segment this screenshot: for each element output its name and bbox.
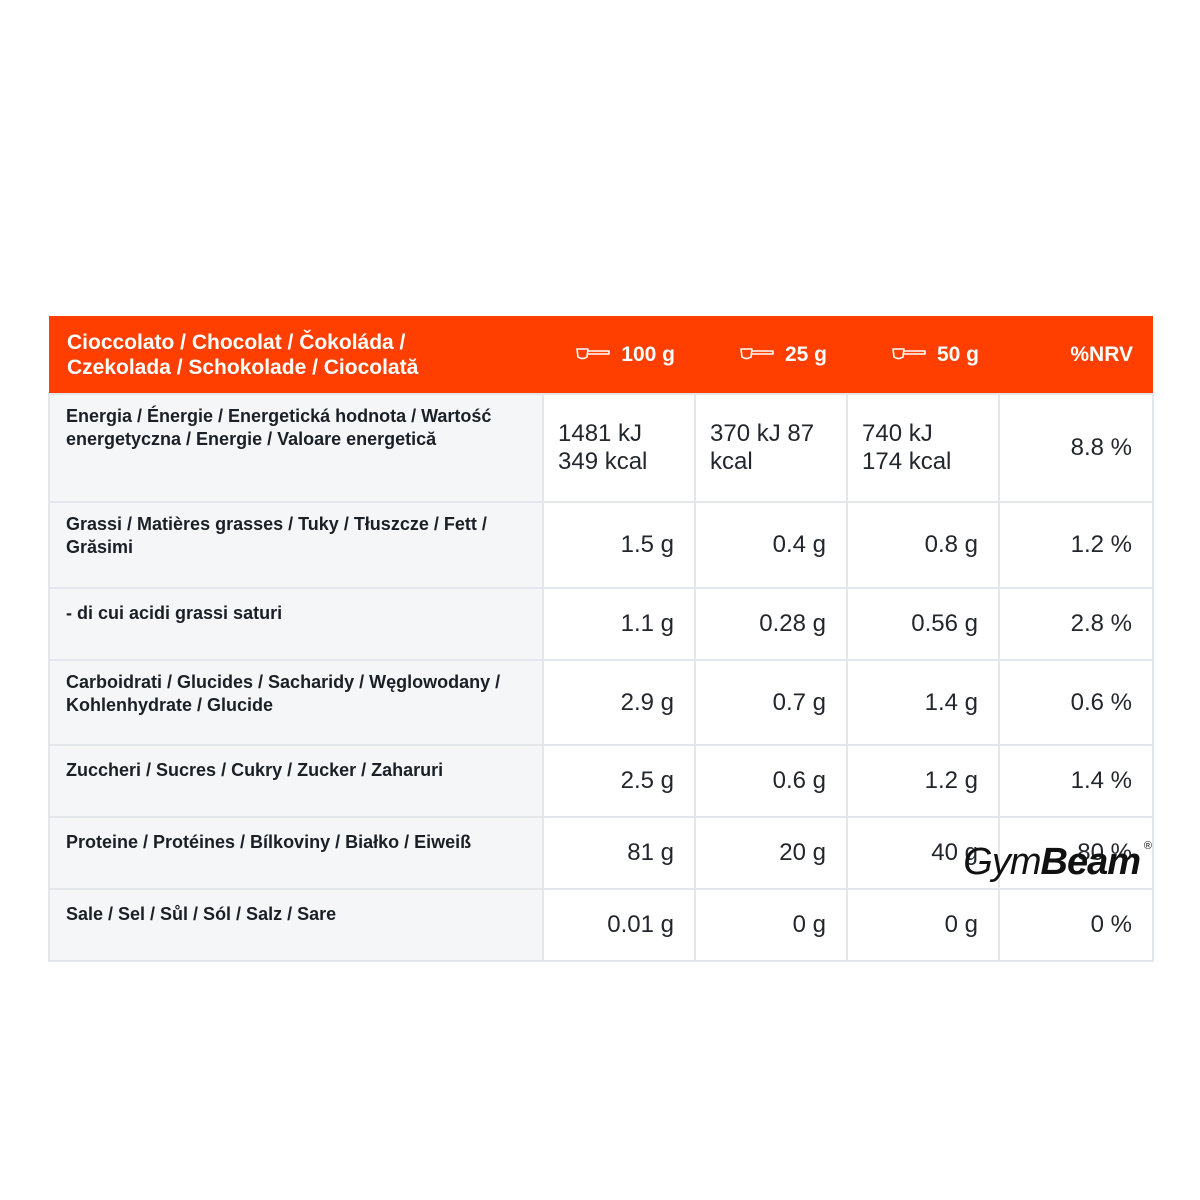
brand-name-light: Gym [963,841,1041,883]
table-header-row: Cioccolato / Chocolat / Čokoláda / Czeko… [49,316,1153,394]
value-25g: 0.28 g [694,587,848,661]
brand-wordmark: GymBeam [963,840,1141,884]
value-nrv: 80 % [998,816,1154,890]
header-25g-label: 25 g [784,342,827,366]
header-50g-label: 50 g [936,342,979,366]
value-nrv: 0.6 % [998,659,1154,746]
value-50g: 0.8 g [846,501,1000,589]
value-100g: 1.5 g [542,501,696,589]
value-nrv: 1.4 % [998,744,1154,818]
value-50g: 40 g [846,816,1000,890]
nutrient-name: Energia / Énergie / Energetická hodnota … [48,393,544,503]
nutrient-name: Sale / Sel / Sůl / Sól / Salz / Sare [48,888,544,962]
value-100g: 81 g [542,816,696,890]
value-25g: 0.7 g [694,659,848,746]
scoop-icon [892,348,926,360]
value-100g: 1.1 g [542,587,696,661]
flavor-line-1: Cioccolato / Chocolat / Čokoláda / [67,330,406,354]
brand-logo: GymBeam ® [942,840,1152,886]
value-100g: 2.5 g [542,744,696,818]
value-25g: 20 g [694,816,848,890]
scoop-icon [740,348,774,360]
value-nrv: 1.2 % [998,501,1154,589]
value-100g: 0.01 g [542,888,696,962]
table-row-saturated-fat: - di cui acidi grassi saturi 1.1 g 0.28 … [48,587,1154,661]
value-line: 370 kJ 87 [710,420,815,447]
table-row-carbohydrates: Carboidrati / Glucides / Sacharidy / Węg… [48,659,1154,746]
nutrient-name: Carboidrati / Glucides / Sacharidy / Węg… [48,659,544,746]
scoop-icon [576,348,611,360]
table-row-energy: Energia / Énergie / Energetická hodnota … [48,393,1154,503]
nutrient-name: - di cui acidi grassi saturi [48,587,544,661]
table-row-protein: Proteine / Protéines / Bílkoviny / Białk… [48,816,1154,890]
table-row-fat: Grassi / Matières grasses / Tuky / Tłusz… [48,501,1154,589]
header-100g: 100 g [543,316,695,394]
registered-mark: ® [1143,840,1152,852]
flavor-line-2: Czekolada / Schokolade / Ciocolată [67,355,419,379]
value-line: 740 kJ [862,420,933,447]
product-flavor-header: Cioccolato / Chocolat / Čokoláda / Czeko… [49,316,543,394]
value-line: 174 kcal [862,448,952,475]
value-line: 1481 kJ [558,420,643,447]
value-nrv: 8.8 % [998,393,1154,503]
nutrient-name: Grassi / Matières grasses / Tuky / Tłusz… [48,501,544,589]
value-50g: 0.56 g [846,587,1000,661]
value-50g: 1.4 g [846,659,1000,746]
nutrient-name: Zuccheri / Sucres / Cukry / Zucker / Zah… [48,744,544,818]
table-row-sugars: Zuccheri / Sucres / Cukry / Zucker / Zah… [48,744,1154,818]
value-line: 349 kcal [558,448,648,475]
header-25g: 25 g [695,316,847,394]
value-50g: 0 g [846,888,1000,962]
header-50g: 50 g [847,316,999,394]
value-25g: 370 kJ 87 kcal [694,393,848,503]
brand-name-bold: Beam [1040,841,1141,883]
header-100g-label: 100 g [621,342,675,366]
value-line: kcal [710,448,753,475]
value-nrv: 2.8 % [998,587,1154,661]
value-25g: 0.4 g [694,501,848,589]
header-nrv: %NRV [999,316,1153,394]
value-50g: 1.2 g [846,744,1000,818]
nutrient-name: Proteine / Protéines / Bílkoviny / Białk… [48,816,544,890]
value-100g: 2.9 g [542,659,696,746]
value-nrv: 0 % [998,888,1154,962]
table-row-salt: Sale / Sel / Sůl / Sól / Salz / Sare 0.0… [48,888,1154,962]
value-25g: 0.6 g [694,744,848,818]
value-50g: 740 kJ 174 kcal [846,393,1000,503]
nutrition-table: Cioccolato / Chocolat / Čokoláda / Czeko… [48,316,1154,962]
value-100g: 1481 kJ 349 kcal [542,393,696,503]
value-25g: 0 g [694,888,848,962]
